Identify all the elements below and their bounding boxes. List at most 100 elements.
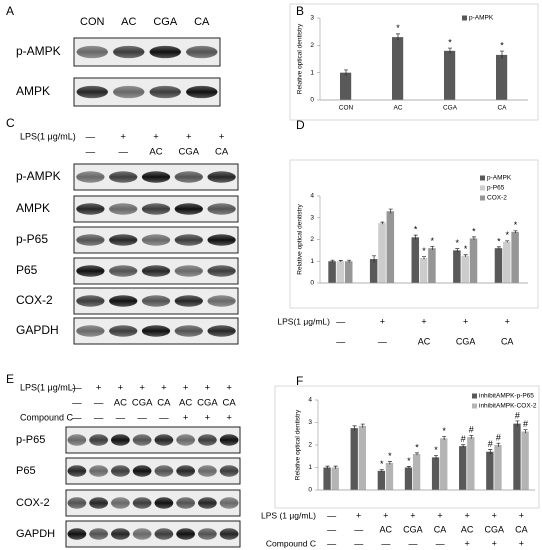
bar [358, 425, 367, 490]
condition-value: + [380, 316, 385, 326]
error-bar [360, 423, 365, 428]
legend-swatch [480, 185, 485, 191]
error-bar [387, 461, 392, 465]
x-tick-label: AC [418, 336, 431, 346]
protein-label: p-P65 [16, 232, 48, 246]
blot-band [174, 171, 203, 183]
condition-value: + [410, 510, 415, 520]
significance-marker: # [488, 439, 493, 449]
blot-band [198, 465, 217, 477]
y-tick-label: 2 [308, 442, 312, 449]
blot-band [76, 203, 105, 215]
blot-band [174, 234, 203, 246]
lane-label: — [72, 398, 82, 409]
blot-band [219, 528, 239, 540]
y-tick-label: 4 [310, 193, 314, 200]
significance-marker: * [380, 459, 384, 469]
lane-label: + [161, 383, 167, 394]
condition-value: + [519, 538, 524, 548]
bar [503, 241, 511, 283]
error-bar [488, 449, 493, 454]
blot-band [198, 434, 217, 446]
bar [459, 446, 467, 490]
blot-band [89, 465, 108, 477]
blot-band [132, 497, 152, 509]
chart-frame [289, 159, 539, 309]
blot-band [186, 45, 218, 59]
y-tick-label: 0 [310, 280, 314, 287]
condition-label: LPS(1 μg/mL) [20, 382, 76, 392]
significance-marker: # [496, 433, 501, 443]
condition-value: + [505, 316, 510, 326]
blot-band [132, 528, 152, 540]
significance-marker: * [505, 230, 509, 240]
legend-label: inhibitAMPK-COX-2 [479, 403, 537, 410]
blot-band [76, 171, 105, 183]
blot-band [149, 85, 181, 99]
lane-label: — [159, 413, 169, 424]
panel-letter: C [6, 116, 15, 130]
y-tick-label: 3 [310, 15, 314, 22]
lane-label: + [96, 383, 102, 394]
blot-band [207, 295, 236, 307]
y-axis-label: Relative optical dentistry [297, 23, 304, 94]
error-bar [448, 47, 452, 54]
legend-label: COX-2 [487, 195, 507, 202]
error-bar [461, 444, 466, 448]
lane-label: CA [215, 147, 229, 158]
significance-marker: * [431, 236, 435, 246]
bar [453, 250, 461, 283]
error-bar [344, 69, 348, 76]
lane-label: CGA [179, 147, 200, 158]
lane-label: — [116, 413, 126, 424]
condition-value: + [465, 538, 470, 548]
error-bar [413, 234, 418, 240]
blot-band [207, 265, 236, 277]
bar [496, 54, 508, 100]
error-bar [496, 442, 501, 447]
blot-band [207, 234, 236, 246]
bar [392, 37, 404, 100]
panel-letter: B [296, 4, 304, 18]
x-tick-label: CA [501, 336, 514, 346]
blot-band [149, 45, 181, 59]
chart-frame [289, 3, 539, 121]
lane-label: — [72, 413, 82, 424]
blot-band [198, 497, 217, 509]
blot-band [207, 171, 236, 183]
lane-label: — [94, 398, 104, 409]
panel-letter: F [296, 374, 303, 388]
blot-band [67, 497, 87, 509]
condition-value: + [356, 510, 361, 520]
lane-label: CON [80, 16, 105, 28]
error-bar [396, 33, 400, 41]
panel-letter: D [296, 118, 305, 132]
protein-label: COX-2 [16, 497, 50, 509]
blot-band [89, 497, 108, 509]
condition-value: — [327, 538, 336, 548]
bar [369, 259, 378, 283]
blot-band [219, 465, 239, 477]
blot-band [176, 497, 195, 509]
condition-label: Compound C [266, 538, 316, 548]
condition-value: + [437, 510, 442, 520]
chart-frame [274, 385, 540, 509]
x-tick-label: CGA [443, 105, 458, 112]
error-bar [422, 256, 426, 260]
significance-marker: * [464, 244, 468, 254]
error-bar [523, 429, 528, 434]
bar [428, 248, 436, 283]
blot-band [67, 434, 87, 446]
lane-label: — [94, 413, 104, 424]
lane-label: + [226, 383, 232, 394]
y-tick-label: 4 [308, 397, 312, 404]
bar [377, 470, 386, 490]
bar [469, 238, 478, 283]
protein-label: p-P65 [16, 434, 45, 446]
protein-label: COX-2 [16, 293, 53, 307]
blot-band [76, 325, 105, 337]
lane-label: CGA [153, 16, 178, 28]
blot-band [89, 434, 108, 446]
blot-band [141, 325, 171, 337]
y-tick-label: 1 [310, 258, 314, 265]
